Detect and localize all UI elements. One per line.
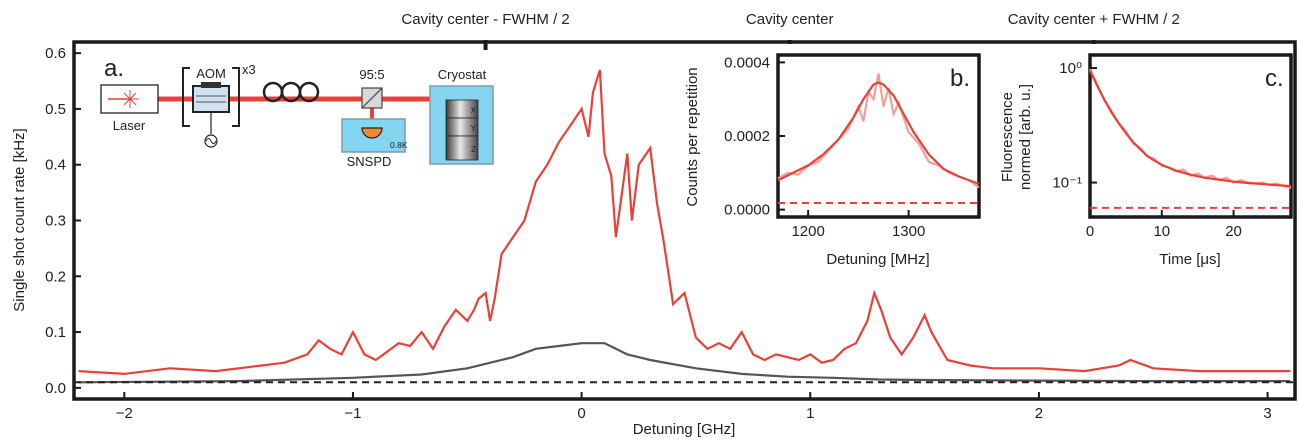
inset-c-y-ticks: 10⁻¹ 10⁰ (1052, 60, 1097, 192)
rf-wave (205, 138, 217, 144)
top-marker-label: Cavity center (746, 11, 834, 28)
aom-bracket-left (182, 67, 190, 127)
snspd-temp: 0.8K (390, 140, 408, 150)
main-plot: −2 −1 0 1 2 3 0.0 0.1 0.2 0.3 0.4 0.5 0.6 Cavity ce… (11, 11, 1297, 438)
main-y-tick-label: 0.2 (45, 268, 66, 285)
setup-schematic: a. Laser AOM x3 95:5 (100, 55, 494, 169)
main-y-axis-label: Single shot count rate [kHz] (11, 128, 28, 311)
inset-c-x-ticks: 0 10 20 (1086, 210, 1242, 240)
aom-bracket-right (232, 67, 240, 127)
main-x-axis-label: Detuning [GHz] (633, 421, 736, 438)
inset-b-y-tick-label: 0.0002 (724, 128, 770, 145)
inset-b-series-1-line (777, 81, 980, 185)
inset-c-series-group (1089, 68, 1292, 209)
aom-multiplier: x3 (242, 62, 256, 77)
snspd-label: SNSPD (347, 154, 392, 169)
main-y-tick-label: 0.0 (45, 380, 66, 397)
aom-label: AOM (196, 66, 226, 81)
inset-c-tag: c. (1265, 65, 1284, 92)
main-x-tick-label: −1 (344, 405, 361, 422)
fiber-loops-icon (262, 81, 320, 103)
main-series-1-line (78, 342, 1291, 384)
inset-c-y-tick-label: 10⁰ (1059, 60, 1082, 77)
laser-burst-icon (108, 90, 139, 108)
cryostat-label: Cryostat (438, 67, 487, 82)
inset-b-y-tick-label: 0.0000 (724, 202, 770, 219)
main-y-tick-label: 0.3 (45, 213, 66, 230)
laser-label: Laser (113, 118, 146, 133)
inset-c-x-axis-label: Time [μs] (1159, 251, 1220, 268)
main-y-tick-label: 0.6 (45, 45, 66, 62)
inset-c-x-tick-label: 20 (1225, 223, 1242, 240)
main-x-tick-label: 3 (1263, 405, 1271, 422)
inset-b-x-axis-label: Detuning [MHz] (826, 251, 929, 268)
axis-x-label: X (471, 106, 477, 115)
main-y-tick-label: 0.1 (45, 324, 66, 341)
inset-c-background (995, 44, 1293, 252)
main-y-tick-label: 0.4 (45, 157, 66, 174)
inset-b-x-tick-label: 1300 (892, 223, 925, 240)
inset-c-y-axis-label-1: Fluorescence (999, 92, 1016, 182)
main-series-0-line (78, 69, 1291, 376)
inset-b-x-tick-label: 1200 (791, 223, 824, 240)
axis-y-label: Y (471, 124, 477, 133)
positioner-stack: X Y Z (445, 99, 479, 161)
aom-crystal (192, 85, 230, 113)
inset-c-series-1-line (1089, 70, 1292, 188)
inset-b-x-ticks: 1200 1300 (791, 210, 925, 240)
aom-transducer (201, 82, 221, 88)
inset-b-y-tick-label: 0.0004 (724, 54, 770, 71)
inset-c-y-tick-label: 10⁻¹ (1052, 175, 1082, 192)
main-series-group (74, 69, 1295, 384)
main-y-tick-label: 0.5 (45, 101, 66, 118)
top-marker-label: Cavity center - FWHM / 2 (401, 11, 569, 28)
inset-b-y-ticks: 0.0000 0.0002 0.0004 (724, 54, 785, 219)
inset-c-x-tick-label: 0 (1086, 223, 1094, 240)
main-x-tick-label: −2 (116, 405, 133, 422)
main-x-tick-label: 0 (577, 405, 585, 422)
inset-c-x-tick-label: 10 (1153, 223, 1170, 240)
main-x-ticks: −2 −1 0 1 2 3 (116, 392, 1272, 422)
schematic-tag: a. (104, 55, 124, 82)
inset-b-tag: b. (950, 65, 970, 92)
main-y-ticks: 0.0 0.1 0.2 0.3 0.4 0.5 0.6 (45, 45, 81, 397)
inset-b-y-axis-label: Counts per repetition (684, 67, 701, 206)
splitter-diagonal (361, 87, 383, 109)
splitter-label: 95:5 (359, 67, 384, 82)
inset-b-series-group (777, 73, 980, 204)
top-marker-label: Cavity center + FWHM / 2 (1008, 11, 1180, 28)
main-x-tick-label: 2 (1035, 405, 1043, 422)
axis-z-label: Z (471, 145, 476, 154)
main-x-tick-label: 1 (806, 405, 814, 422)
inset-c-y-axis-label-2: normed [arb. u.] (1017, 84, 1034, 190)
detector-icon (361, 127, 383, 139)
inset-b: 1200 1300 0.0000 0.0002 0.0004 b. Detuning … (684, 44, 995, 268)
inset-c-frame (1088, 53, 1293, 219)
